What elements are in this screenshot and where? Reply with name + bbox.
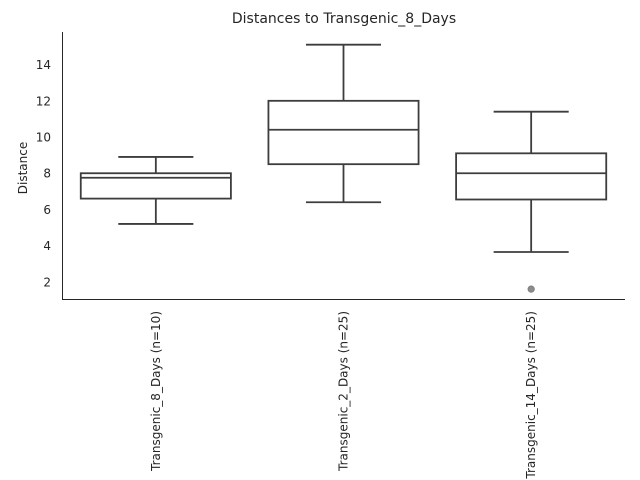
box-iqr	[267, 99, 420, 166]
y-tick-label: 12	[36, 94, 51, 108]
y-tick-label: 6	[43, 203, 51, 217]
x-tick-label: Transgenic_2_Days (n=25)	[337, 311, 351, 472]
outlier-point	[527, 285, 535, 293]
y-axis-label: Distance	[16, 142, 30, 194]
x-tick-label: Transgenic_8_Days (n=10)	[149, 311, 163, 472]
y-tick-label: 2	[43, 275, 51, 289]
y-tick-label: 8	[43, 167, 51, 181]
x-axis-ticks: Transgenic_8_Days (n=10) Transgenic_2_Day…	[149, 311, 538, 480]
y-axis-ticks: 2 4 6 8 10 12 14	[36, 58, 51, 289]
box-iqr	[455, 152, 608, 201]
box-group	[455, 110, 608, 293]
x-tick-label: Transgenic_14_Days (n=25)	[524, 311, 538, 480]
y-tick-label: 10	[36, 131, 51, 145]
box-series	[79, 43, 608, 293]
y-tick-label: 14	[36, 58, 51, 72]
box-group	[79, 156, 232, 225]
box-group	[267, 43, 420, 204]
chart-title: Distances to Transgenic_8_Days	[232, 11, 456, 27]
y-tick-label: 4	[43, 239, 51, 253]
